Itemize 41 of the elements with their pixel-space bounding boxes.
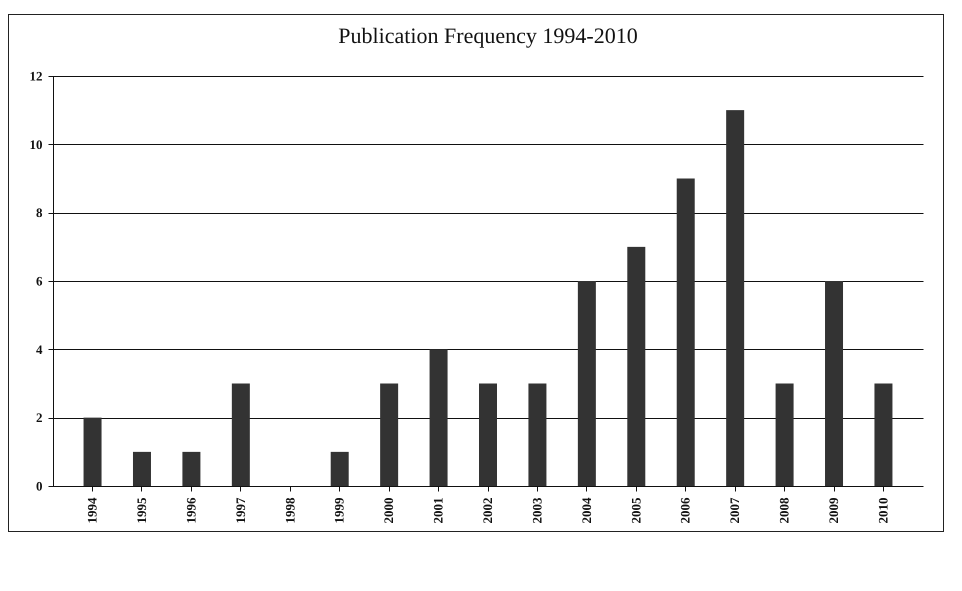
x-tick-label: 1997 xyxy=(232,497,248,524)
bar xyxy=(84,418,102,486)
x-tick-label: 2009 xyxy=(826,497,842,524)
y-tick-label: 0 xyxy=(36,478,42,494)
y-tick-label: 12 xyxy=(30,68,42,84)
x-tick-label: 1994 xyxy=(84,497,100,524)
x-tick-label: 2007 xyxy=(727,497,742,524)
x-tick-label: 1998 xyxy=(282,497,298,524)
bar xyxy=(726,110,744,486)
x-tick-label: 2000 xyxy=(381,498,396,524)
x-tick-label: 2005 xyxy=(628,497,644,524)
x-tick-label: 2002 xyxy=(480,498,495,524)
bar xyxy=(528,384,546,486)
x-tick-label: 2006 xyxy=(678,497,693,524)
bar xyxy=(380,384,398,486)
bar xyxy=(578,281,596,486)
x-tick-label: 2010 xyxy=(875,498,890,524)
x-tick-label: 2003 xyxy=(529,497,544,524)
y-tick-label: 2 xyxy=(36,410,42,426)
bar xyxy=(874,384,892,486)
bar xyxy=(776,384,794,486)
bar xyxy=(627,246,646,486)
x-tick-label: 2004 xyxy=(578,497,594,524)
y-tick-label: 10 xyxy=(30,136,42,152)
bar xyxy=(825,281,844,486)
bar xyxy=(182,452,200,486)
x-tick-label: 2008 xyxy=(776,497,792,524)
y-tick-label: 6 xyxy=(36,274,43,288)
bar xyxy=(676,178,695,486)
bar xyxy=(430,349,448,486)
x-tick-label: 1995 xyxy=(134,497,149,524)
x-tick-label: 1996 xyxy=(183,497,198,524)
bar xyxy=(330,452,349,486)
bar xyxy=(479,384,497,486)
y-tick-label: 4 xyxy=(36,342,43,357)
x-tick-label: 1999 xyxy=(332,497,347,524)
bar xyxy=(132,452,151,486)
chart-title: Publication Frequency 1994-2010 xyxy=(338,23,638,48)
bar xyxy=(232,384,250,486)
x-tick-label: 2001 xyxy=(430,498,446,524)
y-tick-label: 8 xyxy=(36,205,43,220)
